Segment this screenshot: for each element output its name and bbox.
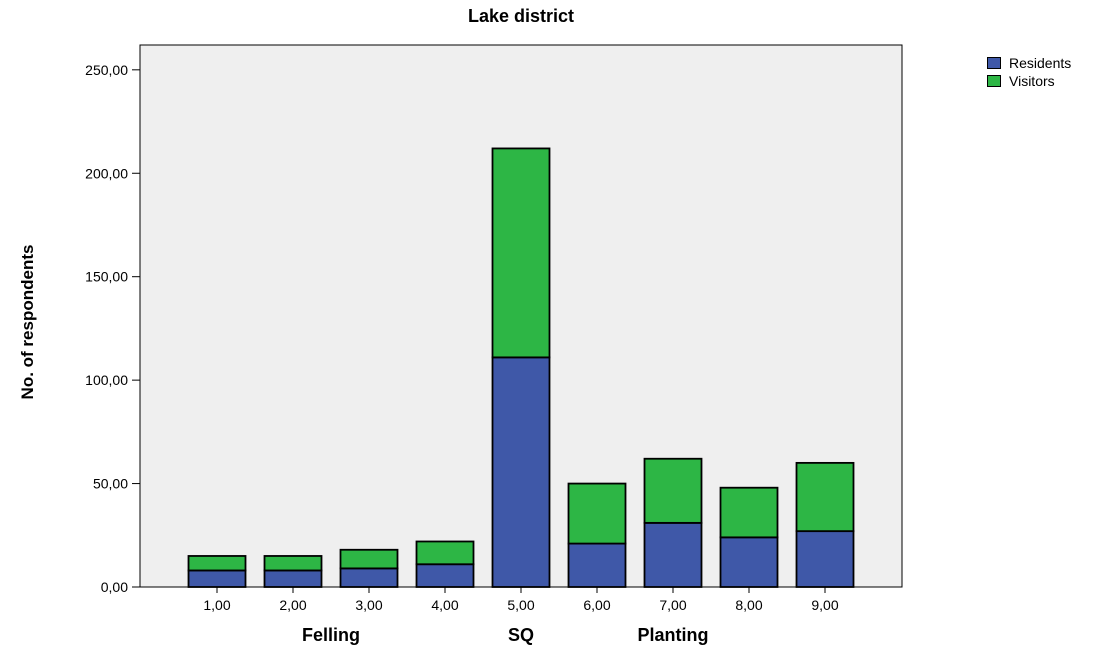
- bar-residents-7: [643, 521, 703, 588]
- bar-residents-1: [187, 569, 247, 588]
- legend-swatch-residents: [987, 57, 1001, 69]
- bar-visitors-2: [263, 555, 323, 572]
- bar-visitors-8: [719, 486, 779, 539]
- legend-label-residents: Residents: [1009, 55, 1072, 71]
- legend: Residents Visitors: [987, 54, 1071, 90]
- y-tick-label: 250,00: [85, 62, 128, 78]
- legend-swatch-visitors: [987, 75, 1001, 87]
- bar-residents-3: [339, 567, 399, 588]
- x-tick-label: 7,00: [659, 597, 686, 613]
- x-tick-label: 6,00: [583, 597, 610, 613]
- x-tick-label: 5,00: [507, 597, 534, 613]
- y-tick-label: 0,00: [101, 579, 128, 595]
- y-tick-label: 200,00: [85, 165, 128, 181]
- legend-item-residents: Residents: [987, 54, 1071, 72]
- x-tick-label: 2,00: [279, 597, 306, 613]
- group-label-felling: Felling: [302, 625, 360, 645]
- bar-residents-4: [415, 563, 475, 588]
- x-tick-label: 1,00: [203, 597, 230, 613]
- x-tick-label: 3,00: [355, 597, 382, 613]
- legend-label-visitors: Visitors: [1009, 73, 1055, 89]
- bar-residents-6: [567, 542, 627, 588]
- x-tick-label: 8,00: [735, 597, 762, 613]
- bar-visitors-4: [415, 540, 475, 566]
- bar-visitors-1: [187, 555, 247, 572]
- bar-visitors-3: [339, 548, 399, 570]
- y-tick-label: 100,00: [85, 372, 128, 388]
- bar-visitors-6: [567, 482, 627, 545]
- y-tick-label: 150,00: [85, 269, 128, 285]
- group-label-planting: Planting: [638, 625, 709, 645]
- x-tick-label: 4,00: [431, 597, 458, 613]
- y-tick-label: 50,00: [93, 476, 128, 492]
- x-tick-label: 9,00: [811, 597, 838, 613]
- bar-residents-5: [491, 356, 551, 588]
- chart-title: Lake district: [467, 6, 575, 26]
- legend-item-visitors: Visitors: [987, 72, 1071, 90]
- bar-residents-2: [263, 569, 323, 588]
- group-label-sq: SQ: [508, 625, 534, 645]
- bar-residents-8: [719, 536, 779, 588]
- bar-visitors-9: [795, 461, 855, 533]
- bar-visitors-5: [491, 147, 551, 359]
- bar-visitors-7: [643, 457, 703, 524]
- bar-residents-9: [795, 530, 855, 588]
